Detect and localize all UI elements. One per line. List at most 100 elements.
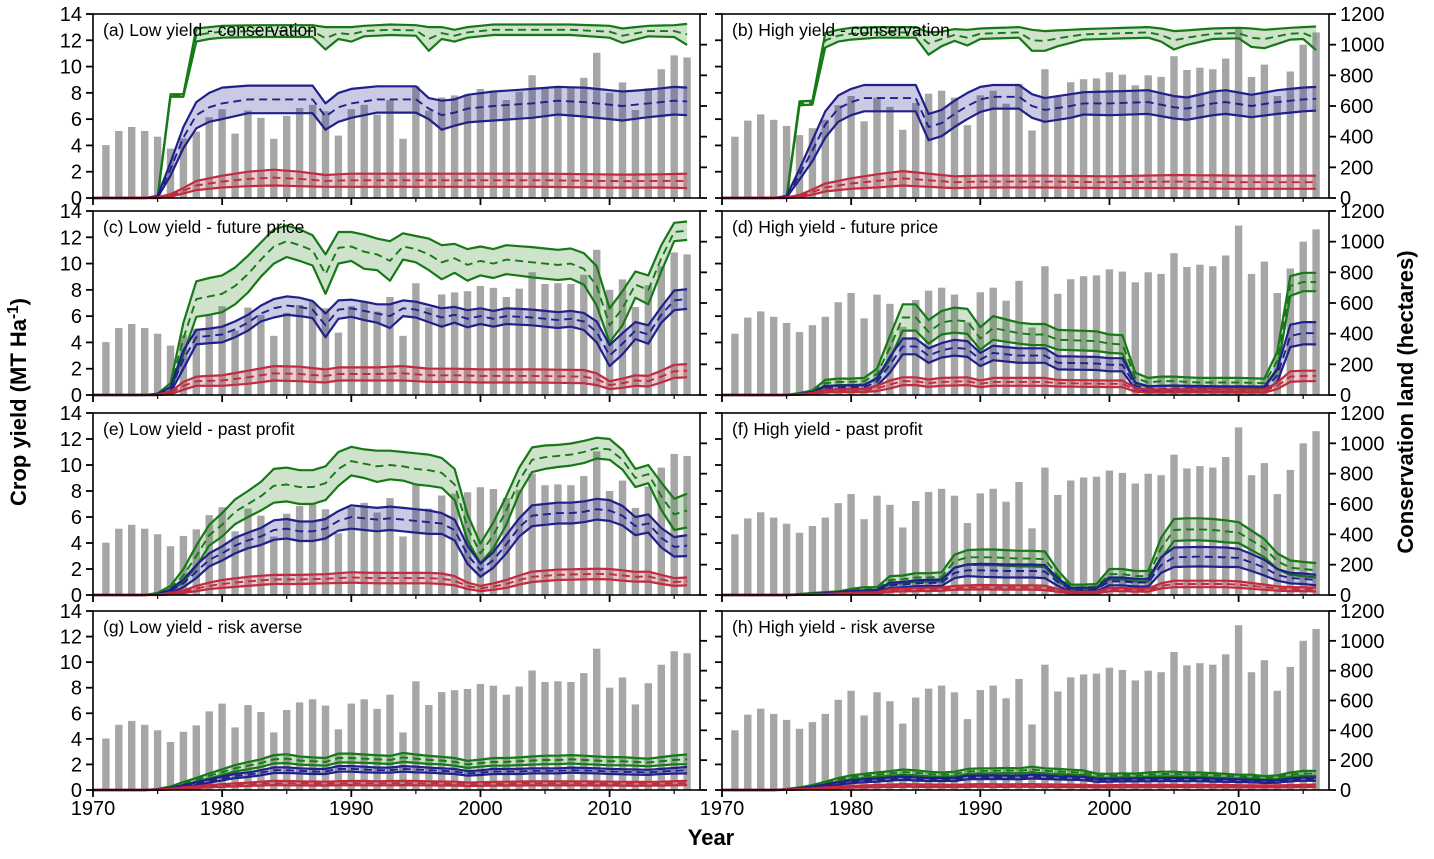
conservation-land-bar — [192, 328, 200, 395]
conservation-land-bar — [1196, 67, 1204, 198]
conservation-land-bar — [179, 535, 188, 595]
conservation-land-bar — [1260, 64, 1269, 198]
conservation-land-bar — [580, 673, 588, 790]
conservation-land-bar — [605, 491, 614, 595]
conservation-land-bar — [580, 77, 588, 198]
conservation-land-bar — [412, 86, 420, 198]
panel-c-red-series — [92, 363, 688, 397]
panel-e-green-series-mean-line — [93, 447, 688, 596]
conservation-land-bar — [644, 285, 652, 395]
conservation-land-bar — [821, 517, 829, 595]
panel-b-blue-series — [722, 83, 1317, 200]
conservation-land-bar — [463, 291, 472, 395]
conservation-land-bar — [102, 542, 110, 595]
conservation-land-bar — [438, 495, 446, 595]
conservation-land-bar — [1209, 664, 1217, 790]
conservation-land-bar — [1183, 665, 1191, 790]
conservation-land-bar — [1273, 690, 1281, 790]
conservation-land-bar — [1131, 85, 1139, 198]
conservation-land-bar — [1041, 467, 1049, 595]
panel-c-red-series-lower-line — [93, 376, 688, 397]
conservation-land-bar — [937, 287, 946, 395]
conservation-land-bar — [244, 705, 252, 790]
conservation-land-bar — [644, 88, 652, 198]
conservation-land-bar — [631, 704, 640, 790]
conservation-land-bar — [782, 719, 791, 790]
conservation-land-bar — [399, 536, 407, 595]
panel-e-blue-series-lower-line — [93, 518, 688, 597]
conservation-land-bar — [192, 529, 200, 595]
y-left-tick-label: 10 — [60, 455, 82, 477]
conservation-land-bar — [450, 493, 459, 595]
panel-a-red-series-mean-line — [92, 176, 688, 199]
conservation-land-bar — [1079, 79, 1088, 198]
conservation-land-bar — [1286, 268, 1294, 395]
panel-d-title: (d) High yield - future price — [732, 217, 938, 237]
conservation-land-bar — [950, 495, 959, 595]
conservation-land-bar — [347, 703, 355, 790]
conservation-land-bar — [808, 325, 817, 395]
conservation-land-bar — [847, 293, 855, 395]
conservation-land-bar — [912, 102, 920, 198]
conservation-land-bar — [1183, 267, 1191, 395]
panel-b-green-series-band — [722, 26, 1317, 198]
conservation-land-bar — [166, 742, 175, 790]
x-tick-label: 2010 — [1216, 798, 1261, 820]
panel-c-blue-series-mean-line — [93, 298, 688, 396]
conservation-land-bar — [1299, 44, 1307, 199]
conservation-land-bar — [1260, 463, 1269, 595]
conservation-land-bar — [257, 314, 265, 395]
y-right-tick-label: 1000 — [1340, 631, 1385, 653]
x-tick-label: 2000 — [1087, 798, 1132, 820]
y-left-tick-label: 0 — [71, 188, 82, 210]
y-right-tick-label: 200 — [1340, 354, 1373, 376]
conservation-land-bar — [834, 105, 842, 198]
conservation-land-bar — [1196, 466, 1204, 595]
conservation-land-bar — [244, 307, 252, 395]
panel-c-bars — [102, 249, 691, 395]
panel-e-green-series — [93, 436, 688, 597]
panel-g: 0 2 4 6 8 10 12 14 1970 1980 1990 2000 2010 (g) Low y… — [60, 601, 707, 820]
panel-b-blue-series-lower-line — [722, 107, 1317, 200]
conservation-land-bar — [770, 119, 778, 198]
conservation-land-bar — [1157, 273, 1165, 395]
conservation-land-bar — [360, 699, 368, 790]
y-left-tick-label: 2 — [71, 359, 82, 381]
conservation-land-bar — [937, 685, 946, 790]
panel-g-green-series-upper-line — [93, 751, 688, 792]
panel-g-red-series-upper-line — [93, 779, 688, 792]
conservation-land-bar — [153, 333, 162, 395]
conservation-land-bar — [1170, 56, 1178, 199]
conservation-land-bar — [502, 100, 510, 198]
conservation-land-bar — [782, 523, 791, 595]
conservation-land-bar — [1222, 457, 1230, 595]
conservation-land-bar — [347, 507, 355, 595]
y-right-tick-label: 800 — [1340, 661, 1373, 683]
conservation-land-bar — [1105, 470, 1114, 595]
conservation-land-bar — [770, 316, 778, 395]
y-right-tick-label: 0 — [1340, 188, 1351, 210]
conservation-land-bar — [1157, 672, 1165, 790]
panel-b-blue-series-band — [722, 85, 1317, 198]
panel-a-title: (a) Low yield - conservation — [103, 20, 317, 40]
conservation-land-bar — [1312, 628, 1320, 790]
y-left-tick-label: 2 — [71, 559, 82, 581]
y-right-tick-label: 400 — [1340, 324, 1373, 346]
conservation-land-bar — [1209, 266, 1217, 395]
y-right-tick-label: 600 — [1340, 96, 1373, 118]
panel-c-blue-series — [93, 288, 688, 397]
conservation-land-bar — [989, 685, 997, 790]
conservation-land-bar — [770, 517, 778, 595]
conservation-land-bar — [218, 507, 226, 595]
conservation-land-bar — [1015, 83, 1023, 198]
conservation-land-bar — [912, 501, 920, 595]
panel-a-red-series — [92, 168, 688, 200]
panel-a-blue-series-upper-line — [93, 84, 688, 200]
conservation-land-bar — [631, 110, 640, 198]
conservation-land-bar — [528, 75, 536, 198]
conservation-land-bar — [731, 136, 739, 198]
panel-d-green-series-upper-line — [722, 271, 1317, 397]
panel-d-red-series-mean-line — [722, 374, 1317, 396]
conservation-land-bar — [334, 135, 343, 198]
conservation-land-bar — [102, 342, 110, 395]
